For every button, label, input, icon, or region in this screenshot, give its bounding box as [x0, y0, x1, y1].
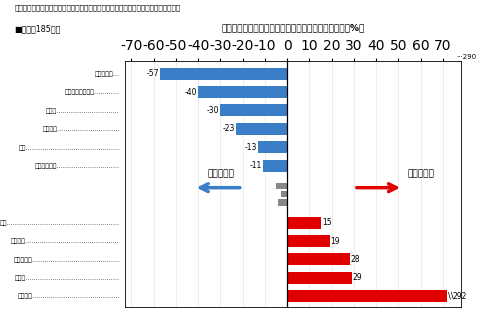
Text: ■女性（185人）: ■女性（185人）: [14, 24, 61, 33]
Text: \\: \\: [448, 292, 454, 301]
Text: 19: 19: [331, 236, 340, 245]
Bar: [287, 290, 447, 302]
Bar: [287, 253, 349, 265]
Bar: [220, 104, 287, 116]
Bar: [263, 160, 287, 172]
Bar: [258, 141, 287, 153]
Bar: [287, 217, 321, 228]
Text: 29: 29: [353, 273, 362, 282]
Text: 削減が必要: 削減が必要: [207, 169, 234, 178]
Text: 増加が必要: 増加が必要: [408, 169, 434, 178]
Text: ···290: ···290: [456, 54, 477, 60]
Bar: [236, 123, 287, 135]
Text: -30: -30: [207, 106, 219, 115]
Text: -11: -11: [250, 161, 262, 170]
Bar: [281, 191, 287, 197]
Text: -13: -13: [245, 143, 257, 152]
Bar: [198, 86, 287, 98]
Text: 292: 292: [452, 292, 467, 301]
Bar: [160, 68, 287, 80]
Bar: [276, 183, 287, 189]
Text: -23: -23: [223, 124, 235, 133]
Title: 現在の食品の摂取パターンからの摂取量からの変化（%）: 現在の食品の摂取パターンからの摂取量からの変化（%）: [221, 24, 364, 33]
Text: 15: 15: [322, 218, 331, 227]
Bar: [278, 199, 287, 206]
Text: 最適化された食品の摂取パターンにおける食品の摂取量と現在の食品の摂取量の比較: 最適化された食品の摂取パターンにおける食品の摂取量と現在の食品の摂取量の比較: [14, 5, 180, 12]
Text: -40: -40: [185, 88, 197, 97]
Text: -57: -57: [147, 69, 159, 78]
Text: 28: 28: [351, 255, 360, 264]
Bar: [287, 272, 352, 284]
Bar: [287, 235, 329, 247]
